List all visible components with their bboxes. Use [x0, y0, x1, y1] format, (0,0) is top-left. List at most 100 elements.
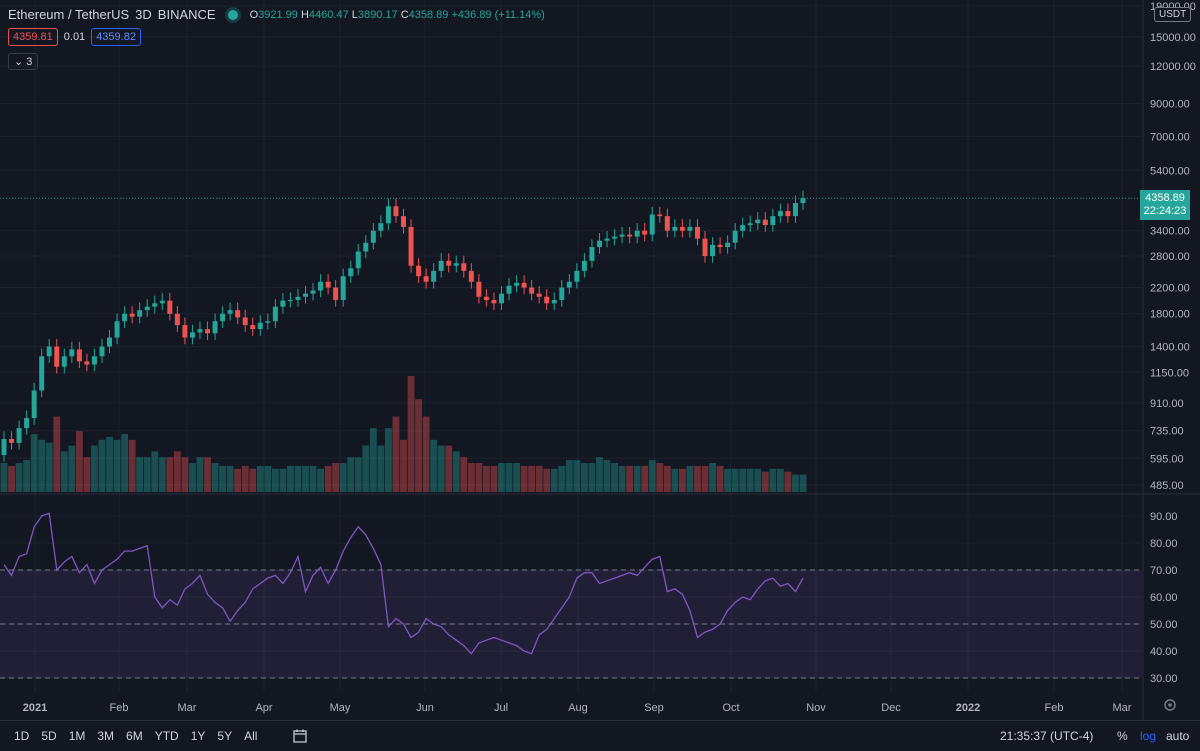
candle-body	[619, 234, 625, 237]
rsi-level-lines	[0, 569, 1142, 679]
log-scale-toggle[interactable]: log	[1140, 729, 1157, 743]
rsi-tick-label: 30.00	[1150, 673, 1178, 685]
candle-body	[416, 265, 422, 277]
volume-bar	[264, 465, 272, 492]
candle-body	[378, 223, 384, 231]
price-tick-label: 12000.00	[1150, 61, 1196, 73]
volume-bar	[648, 460, 656, 492]
range-button-1d[interactable]: 1D	[14, 729, 30, 743]
candle-body	[16, 428, 22, 443]
candle-body	[152, 303, 158, 307]
candle-body	[340, 276, 346, 300]
volume-bar	[362, 445, 370, 492]
clock-time[interactable]: 21:35:37 (UTC-4)	[1000, 729, 1094, 743]
rsi-axis[interactable]: 30.00 40.00 50.00 60.00 70.00 80.00 90.00	[1150, 511, 1178, 685]
time-tick-label: Oct	[722, 702, 739, 714]
volume-bar	[347, 457, 355, 492]
last-price-value: 4358.89	[1145, 192, 1185, 204]
volume-bar	[53, 416, 61, 492]
volume-bar	[173, 451, 181, 492]
volume-bar	[709, 463, 716, 492]
range-button-1m[interactable]: 1M	[68, 729, 86, 743]
volume-bar	[189, 463, 196, 492]
price-axis[interactable]: 485.00 595.00 735.00 910.00 1150.00 1400.00 18…	[1150, 1, 1196, 492]
candle-body	[9, 438, 15, 443]
volume-bar	[91, 445, 98, 492]
range-button-3m[interactable]: 3M	[97, 729, 115, 743]
candle-body	[355, 251, 361, 269]
candle-body	[694, 226, 700, 239]
time-tick-label: Jul	[494, 702, 508, 714]
candle-body	[634, 230, 640, 237]
candle-body	[174, 313, 180, 326]
candle-body	[423, 276, 429, 282]
volume-bar	[83, 457, 91, 492]
volume-bar	[271, 468, 279, 492]
candle-body	[710, 244, 716, 257]
volume-bar	[309, 465, 317, 492]
auto-scale-toggle[interactable]: auto	[1166, 729, 1190, 743]
time-axis[interactable]: 2021 Feb Mar Apr May Jun Jul Aug Sep Oct Nov Dec 202…	[23, 702, 1132, 714]
candle-body	[197, 329, 203, 333]
time-tick-label: Aug	[568, 702, 588, 714]
volume-bar	[98, 439, 106, 492]
symbol-name[interactable]: Ethereum / TetherUS	[8, 7, 130, 22]
time-tick-label: Dec	[881, 702, 901, 714]
price-tick-label: 5400.00	[1150, 165, 1190, 177]
rsi-tick-label: 90.00	[1150, 511, 1178, 523]
volume-bar	[776, 468, 784, 492]
volume-bar	[317, 468, 324, 492]
volume-bar	[663, 465, 671, 492]
volume-bar	[354, 457, 362, 492]
candle-body	[717, 244, 723, 248]
currency-badge[interactable]: USDT	[1154, 7, 1192, 22]
volume-bar	[573, 460, 581, 492]
volume-bar	[671, 468, 679, 492]
volume-bar	[769, 468, 777, 492]
volume-bar	[731, 468, 739, 492]
price-tick-label: 15000.00	[1150, 32, 1196, 44]
candle-body	[536, 293, 542, 297]
candle-body	[137, 310, 143, 317]
volume-bar	[60, 451, 68, 492]
goto-date-icon[interactable]	[293, 729, 309, 743]
range-button-1y[interactable]: 1Y	[190, 729, 206, 743]
percent-scale-toggle[interactable]: %	[1117, 729, 1128, 743]
range-button-all[interactable]: All	[244, 729, 258, 743]
candle-body	[657, 214, 663, 217]
candle-body	[272, 306, 278, 322]
range-button-6m[interactable]: 6M	[126, 729, 143, 743]
candle-body	[461, 263, 467, 271]
sell-price-button[interactable]: 4359.81	[8, 28, 58, 46]
range-button-5d[interactable]: 5D	[41, 729, 57, 743]
chart-canvas[interactable]: 485.00 595.00 735.00 910.00 1150.00 1400.00 18…	[0, 0, 1200, 720]
candle-body	[800, 198, 806, 204]
candle-body	[514, 282, 520, 286]
time-tick-label: 2022	[956, 702, 980, 714]
range-button-5y[interactable]: 5Y	[217, 729, 233, 743]
volume-bar	[75, 431, 83, 492]
indicators-toggle-button[interactable]: ⌄ 3	[8, 53, 39, 70]
candle-body	[91, 356, 97, 365]
candle-body	[491, 299, 497, 304]
rsi-tick-label: 60.00	[1150, 592, 1178, 604]
volume-bar	[279, 468, 287, 492]
symbol-interval[interactable]: 3D	[135, 7, 152, 22]
volume-bar	[626, 465, 634, 492]
settings-gear-icon[interactable]	[1164, 699, 1176, 711]
candle-body	[453, 263, 459, 266]
rsi-tick-label: 80.00	[1150, 538, 1178, 550]
volume-bar	[603, 460, 611, 492]
volume-bar	[158, 457, 166, 492]
candle-body	[235, 310, 241, 318]
volume-bar	[128, 439, 136, 492]
volume-bar	[686, 465, 694, 492]
volume-bar	[746, 468, 754, 492]
range-button-ytd[interactable]: YTD	[154, 729, 179, 743]
volume-bar	[121, 434, 129, 492]
candle-body	[212, 321, 218, 334]
volume-bar	[166, 457, 174, 492]
candle-body	[1, 438, 7, 456]
buy-price-button[interactable]: 4359.82	[91, 28, 141, 46]
open-value: 3921.99	[258, 8, 298, 21]
